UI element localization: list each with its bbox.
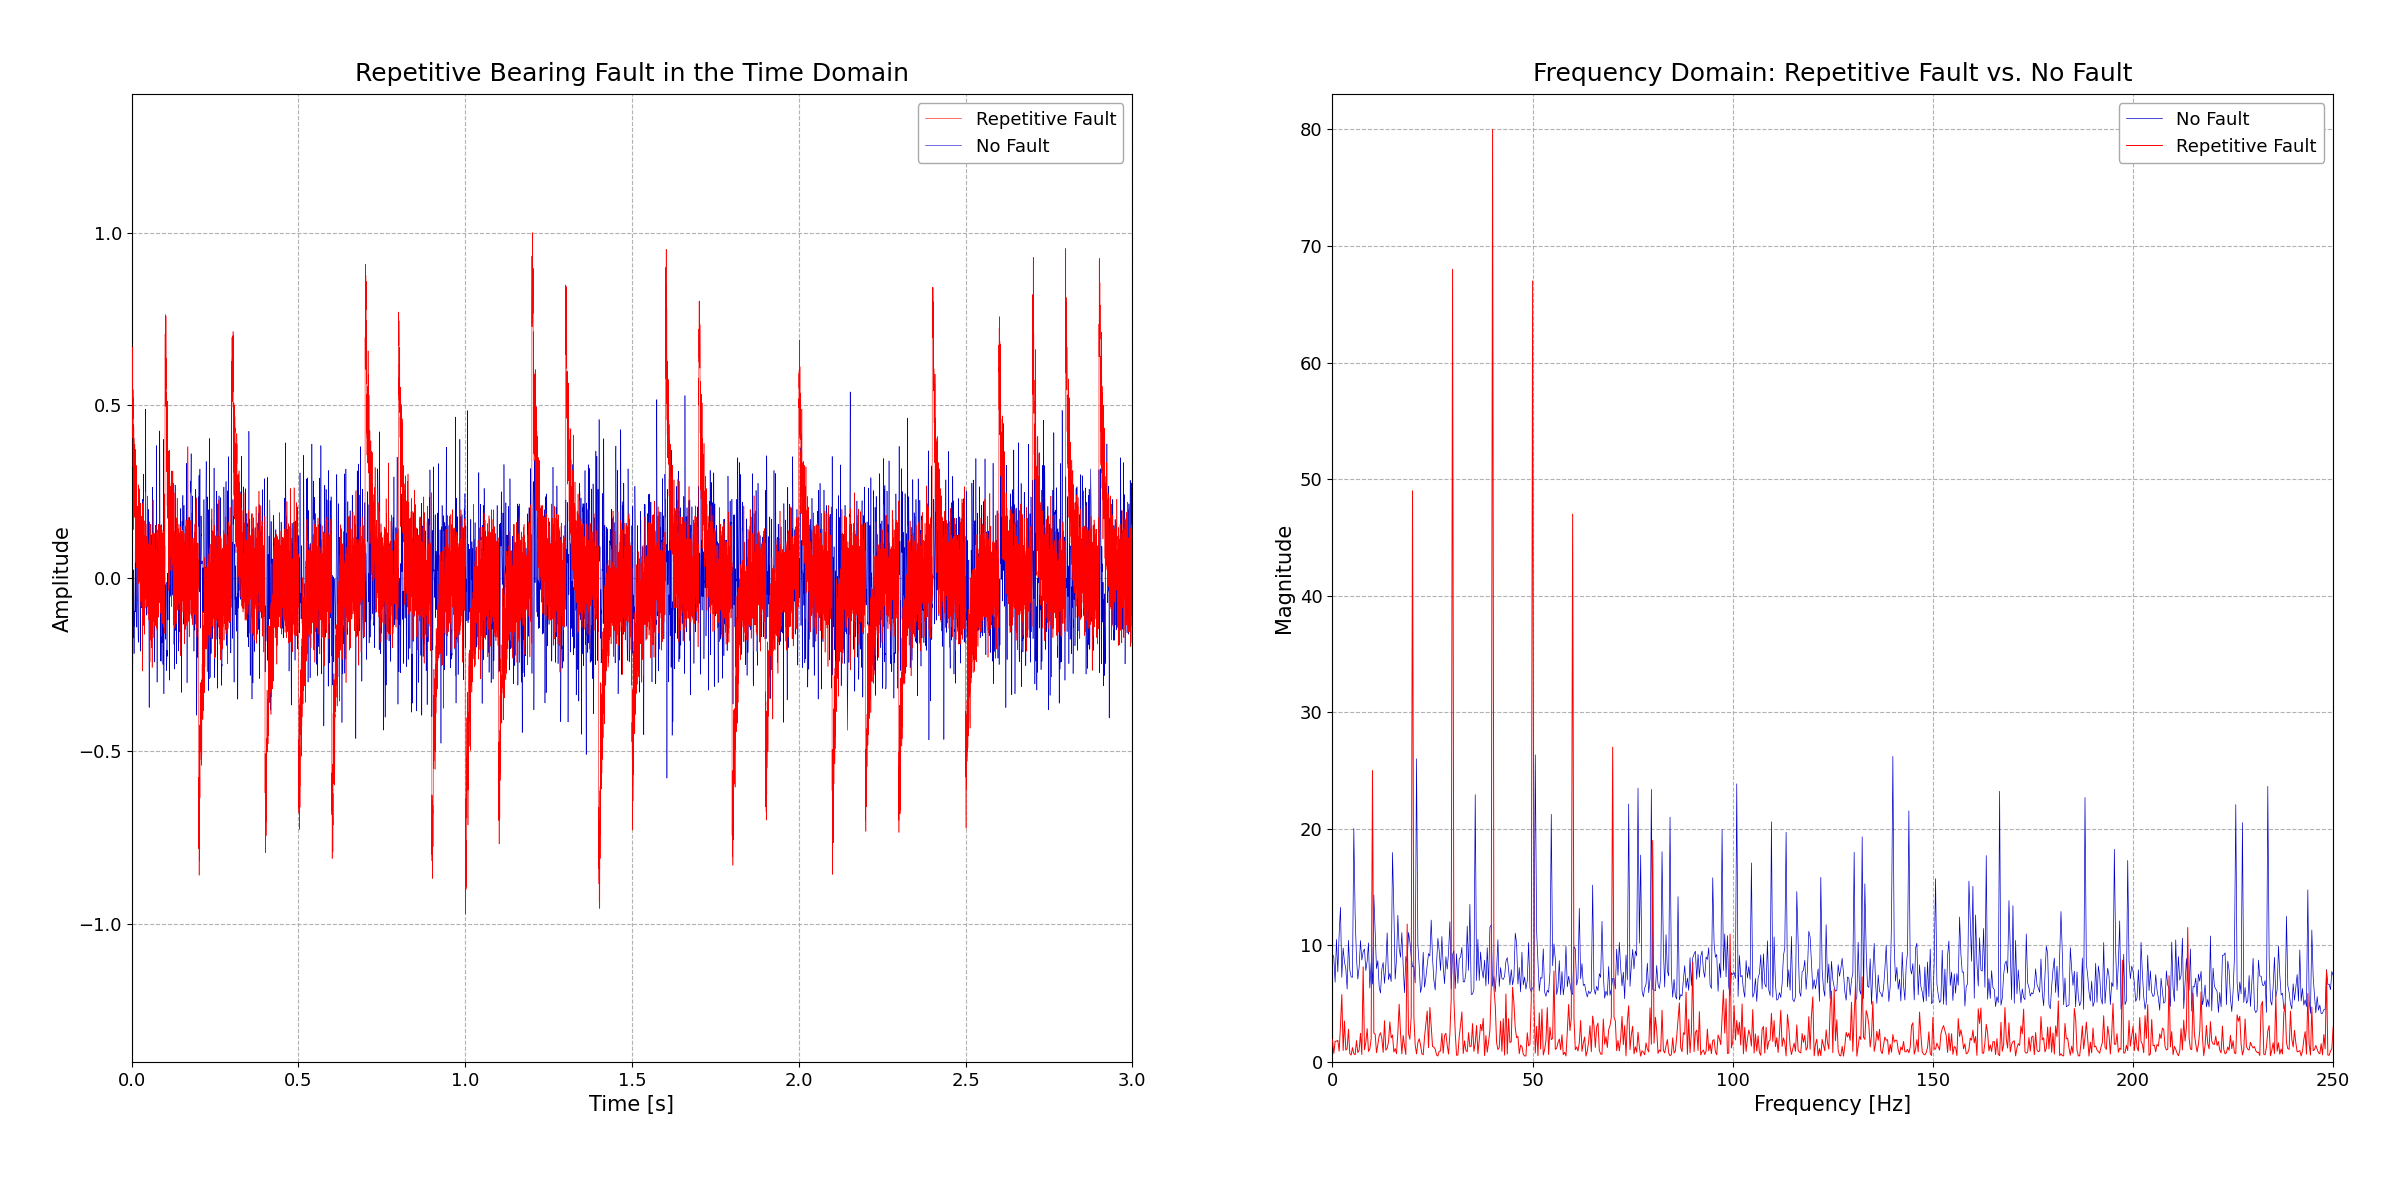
Line: No Fault: No Fault [132, 378, 1132, 778]
No Fault [1319, 948, 1347, 962]
No Fault [2070, 1002, 2099, 1016]
No Fault [1115, 480, 1144, 494]
Repetitive Fault [1910, 1048, 1938, 1062]
Repetitive Fault [1115, 604, 1144, 618]
Line: No Fault: No Fault [1333, 755, 2333, 1014]
No Fault [2032, 968, 2060, 982]
Repetitive Fault [1103, 584, 1132, 598]
No Fault [1910, 995, 1938, 1009]
Legend: No Fault, Repetitive Fault: No Fault, Repetitive Fault [2118, 104, 2324, 163]
No Fault [1522, 748, 1551, 762]
No Fault [1472, 940, 1500, 955]
Repetitive Fault [1472, 1045, 1500, 1060]
Repetitive Fault [2314, 1048, 2343, 1062]
Y-axis label: Amplitude: Amplitude [53, 525, 72, 631]
Title: Frequency Domain: Repetitive Fault vs. No Fault: Frequency Domain: Repetitive Fault vs. N… [1534, 61, 2132, 85]
Repetitive Fault [756, 627, 785, 641]
Repetitive Fault [1319, 1032, 1347, 1047]
Repetitive Fault [452, 907, 481, 922]
No Fault [2307, 1007, 2336, 1021]
Repetitive Fault [1479, 123, 1508, 137]
Repetitive Fault [519, 225, 548, 240]
X-axis label: Frequency [Hz]: Frequency [Hz] [1754, 1095, 1912, 1115]
Repetitive Fault [1627, 1049, 1656, 1063]
Repetitive Fault [2032, 1041, 2060, 1055]
No Fault [218, 371, 246, 385]
Repetitive Fault [1761, 1030, 1790, 1044]
No Fault [1103, 577, 1132, 591]
Legend: Repetitive Fault, No Fault: Repetitive Fault, No Fault [919, 104, 1122, 163]
Repetitive Fault [1015, 549, 1043, 563]
Line: Repetitive Fault: Repetitive Fault [1333, 130, 2333, 1056]
No Fault [2319, 969, 2348, 983]
No Fault [1015, 622, 1043, 636]
Repetitive Fault [2070, 1030, 2099, 1044]
No Fault [986, 432, 1015, 446]
Repetitive Fault [117, 414, 146, 428]
No Fault [2314, 977, 2343, 991]
Title: Repetitive Bearing Fault in the Time Domain: Repetitive Bearing Fault in the Time Dom… [354, 61, 909, 85]
Repetitive Fault [567, 582, 596, 596]
Y-axis label: Magnitude: Magnitude [1275, 523, 1295, 634]
Repetitive Fault [2319, 1020, 2348, 1034]
No Fault [567, 690, 596, 704]
X-axis label: Time [s]: Time [s] [589, 1095, 675, 1115]
Line: Repetitive Fault: Repetitive Fault [132, 232, 1132, 915]
No Fault [653, 771, 682, 785]
Repetitive Fault [986, 461, 1015, 476]
No Fault [1761, 977, 1790, 991]
Repetitive Fault [1118, 578, 1146, 592]
No Fault [756, 691, 785, 706]
No Fault [117, 506, 146, 520]
No Fault [1118, 592, 1146, 607]
